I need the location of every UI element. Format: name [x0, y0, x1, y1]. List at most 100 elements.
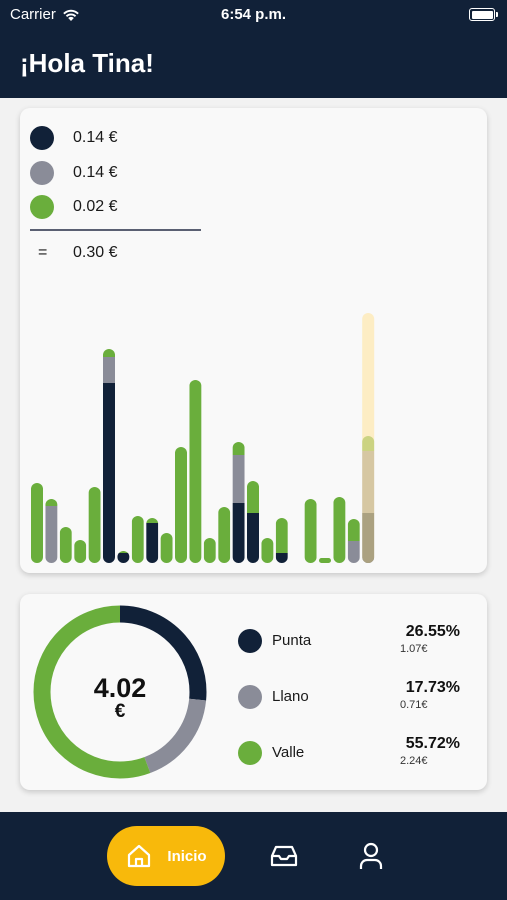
- total-amount: 4.02: [93, 673, 147, 703]
- bar-hour-15[interactable]: [232, 442, 245, 563]
- nav-home-button[interactable]: Inicio: [107, 826, 225, 886]
- donut-center: 4.02 €: [30, 674, 210, 722]
- bar-hour-24[interactable]: [362, 313, 375, 563]
- app-header: ¡Hola Tina!: [0, 30, 507, 98]
- donut-chart: 4.02 €: [30, 602, 210, 782]
- bar-hour-1[interactable]: [31, 483, 43, 563]
- hourly-bar-chart[interactable]: [20, 108, 487, 573]
- bar-hour-8[interactable]: [131, 516, 144, 563]
- selected-hour-highlight: [362, 313, 375, 563]
- summary-row-punta: Punta 26.55% 1.07€: [238, 621, 468, 661]
- llano-dot: [238, 685, 262, 709]
- summary-row-llano: Llano 17.73% 0.71€: [238, 677, 468, 717]
- bar-hour-20[interactable]: [304, 499, 317, 563]
- legend-punta: 0.14 €: [30, 126, 117, 150]
- bar-hour-11[interactable]: [175, 447, 187, 563]
- bar-hour-18[interactable]: [275, 518, 288, 563]
- bar-segment-valle: [232, 442, 245, 455]
- bar-hour-5[interactable]: [88, 487, 101, 563]
- legend-total-value: 0.30 €: [73, 244, 118, 261]
- bar-hour-12[interactable]: [189, 380, 202, 563]
- summary-llano-name: Llano: [272, 688, 309, 705]
- bar-segment-valle: [304, 499, 317, 563]
- bar-hour-9[interactable]: [146, 518, 159, 563]
- bar-segment-punta: [275, 553, 288, 563]
- legend-valle-value: 0.02 €: [73, 198, 118, 215]
- bar-hour-3[interactable]: [59, 527, 72, 563]
- bar-hour-21[interactable]: [319, 558, 331, 563]
- battery-icon: [469, 8, 498, 21]
- bar-hour-4[interactable]: [74, 540, 87, 563]
- bar-hour-7[interactable]: [117, 551, 130, 563]
- bar-hour-10[interactable]: [160, 533, 173, 563]
- bar-segment-valle: [146, 518, 159, 523]
- summary-llano-percent: 17.73%: [405, 679, 460, 696]
- bar-hour-13[interactable]: [203, 538, 216, 563]
- bar-segment-valle: [45, 499, 58, 506]
- legend-llano: 0.14 €: [30, 161, 117, 185]
- bar-segment-punta: [247, 513, 259, 563]
- summary-punta-amount: 1.07€: [400, 643, 428, 655]
- bar-segment-valle: [347, 519, 360, 541]
- wifi-icon: [63, 9, 79, 21]
- home-icon: [128, 844, 151, 868]
- bottom-nav: Inicio: [0, 812, 507, 900]
- total-unit: €: [114, 701, 126, 722]
- bar-segment-valle: [74, 540, 87, 563]
- bar-segment-punta: [232, 503, 245, 563]
- bar-segment-valle: [103, 349, 115, 357]
- summary-punta-percent: 26.55%: [405, 623, 460, 640]
- summary-valle-amount: 2.24€: [400, 755, 428, 767]
- summary-llano-amount: 0.71€: [400, 699, 428, 711]
- bar-segment-valle: [203, 538, 216, 563]
- carrier-label: Carrier: [10, 6, 56, 23]
- bar-hour-23[interactable]: [347, 519, 360, 563]
- bar-segment-valle: [175, 447, 187, 563]
- summary-card: 4.02 € Punta 26.55% 1.07€ Llano 17.73% 0…: [20, 594, 487, 790]
- summary-valle-percent: 55.72%: [405, 735, 460, 752]
- bar-hour-17[interactable]: [261, 538, 274, 563]
- legend-divider: [30, 229, 201, 231]
- summary-valle-name: Valle: [272, 744, 305, 761]
- consumption-card: 0.14 € 0.14 € 0.02 € = 0.30 €: [20, 108, 487, 573]
- bar-segment-valle: [275, 518, 288, 553]
- bar-segment-valle: [160, 533, 173, 563]
- bar-segment-valle: [319, 558, 331, 563]
- bar-hour-2[interactable]: [45, 499, 58, 563]
- bar-segment-valle: [218, 507, 231, 563]
- bar-segment-punta: [117, 553, 130, 563]
- nav-home-label: Inicio: [167, 847, 207, 865]
- equals-sign: =: [38, 244, 48, 261]
- valle-dot: [238, 741, 262, 765]
- summary-punta-name: Punta: [272, 632, 312, 649]
- status-bar: Carrier 6:54 p.m.: [0, 0, 507, 30]
- donut-segment-valle: [33, 605, 207, 779]
- bar-segment-valle: [88, 487, 101, 563]
- bar-segment-valle: [131, 516, 144, 563]
- punta-dot: [238, 629, 262, 653]
- bar-segment-valle: [247, 481, 259, 513]
- inbox-icon[interactable]: [269, 844, 299, 868]
- punta-dot: [30, 126, 54, 150]
- bar-segment-valle: [189, 380, 202, 563]
- bar-segment-punta: [146, 523, 159, 563]
- greeting-title: ¡Hola Tina!: [20, 48, 154, 78]
- bar-segment-llano: [103, 357, 115, 383]
- bar-hour-16[interactable]: [247, 481, 259, 563]
- status-time: 6:54 p.m.: [220, 6, 287, 23]
- carrier-indicator: Carrier: [10, 6, 80, 23]
- user-icon[interactable]: [358, 841, 384, 871]
- bar-segment-llano: [232, 455, 245, 503]
- llano-dot: [30, 161, 54, 185]
- bar-segment-valle: [31, 483, 43, 563]
- bar-hour-6[interactable]: [103, 349, 115, 563]
- bar-segment-valle: [261, 538, 274, 563]
- bar-segment-punta: [103, 383, 115, 563]
- valle-dot: [30, 195, 54, 219]
- legend-llano-value: 0.14 €: [73, 164, 118, 181]
- bar-hour-14[interactable]: [218, 507, 231, 563]
- legend-valle: 0.02 €: [30, 195, 117, 219]
- bar-hour-22[interactable]: [333, 497, 346, 563]
- bar-segment-llano: [347, 541, 360, 563]
- bar-segment-valle: [333, 497, 346, 563]
